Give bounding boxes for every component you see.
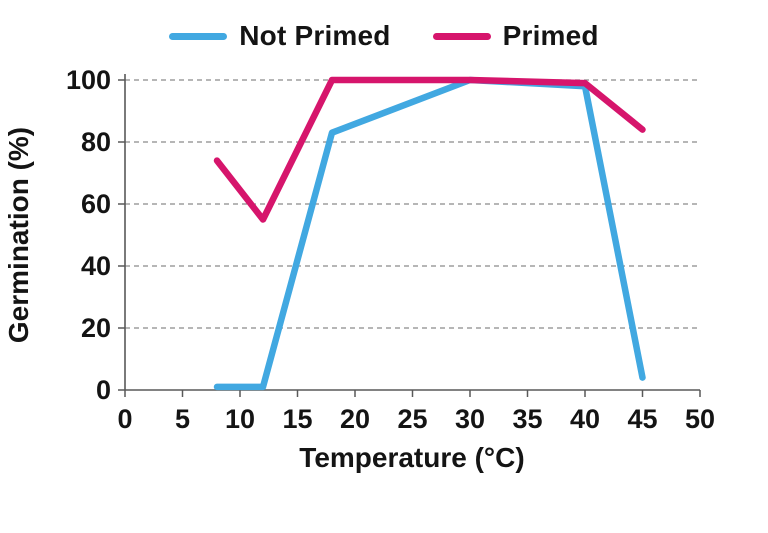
x-tick-label: 5 xyxy=(175,404,190,434)
line-chart-plot: 0 20 40 60 80 100 0 5 10 15 20 25 30 35 40 45 50 Tempera… xyxy=(3,65,715,473)
series-line-primed xyxy=(213,76,646,223)
chart-legend: Not Primed Primed xyxy=(0,20,768,52)
x-axis-title: Temperature (°C) xyxy=(299,442,524,473)
plot-layer: 0 20 40 60 80 100 0 5 10 15 20 25 30 35 40 45 50 xyxy=(66,65,715,434)
x-tick-label: 10 xyxy=(225,404,255,434)
x-tick-label: 40 xyxy=(570,404,600,434)
x-tick-label: 20 xyxy=(340,404,370,434)
y-tick-label: 100 xyxy=(66,65,111,95)
x-tick-label: 30 xyxy=(455,404,485,434)
y-axis-title: Germination (%) xyxy=(3,127,34,343)
y-tick-label: 80 xyxy=(81,127,111,157)
y-tick-label: 0 xyxy=(96,375,111,405)
legend-label-primed: Primed xyxy=(502,20,599,51)
legend-item-primed: Primed xyxy=(432,20,599,52)
x-tick-label: 45 xyxy=(627,404,657,434)
legend-item-not-primed: Not Primed xyxy=(169,20,390,52)
x-tick-label: 15 xyxy=(282,404,312,434)
series-line-not-primed xyxy=(213,76,646,391)
x-tick-label: 0 xyxy=(117,404,132,434)
x-tick-label: 25 xyxy=(397,404,427,434)
not-primed-line-swatch xyxy=(169,32,228,40)
y-tick-label: 40 xyxy=(81,251,111,281)
y-tick-label: 20 xyxy=(81,313,111,343)
x-tick-label: 50 xyxy=(685,404,715,434)
x-tick-label: 35 xyxy=(512,404,542,434)
primed-line-swatch xyxy=(432,32,491,40)
legend-label-not-primed: Not Primed xyxy=(239,20,391,51)
y-tick-label: 60 xyxy=(81,189,111,219)
